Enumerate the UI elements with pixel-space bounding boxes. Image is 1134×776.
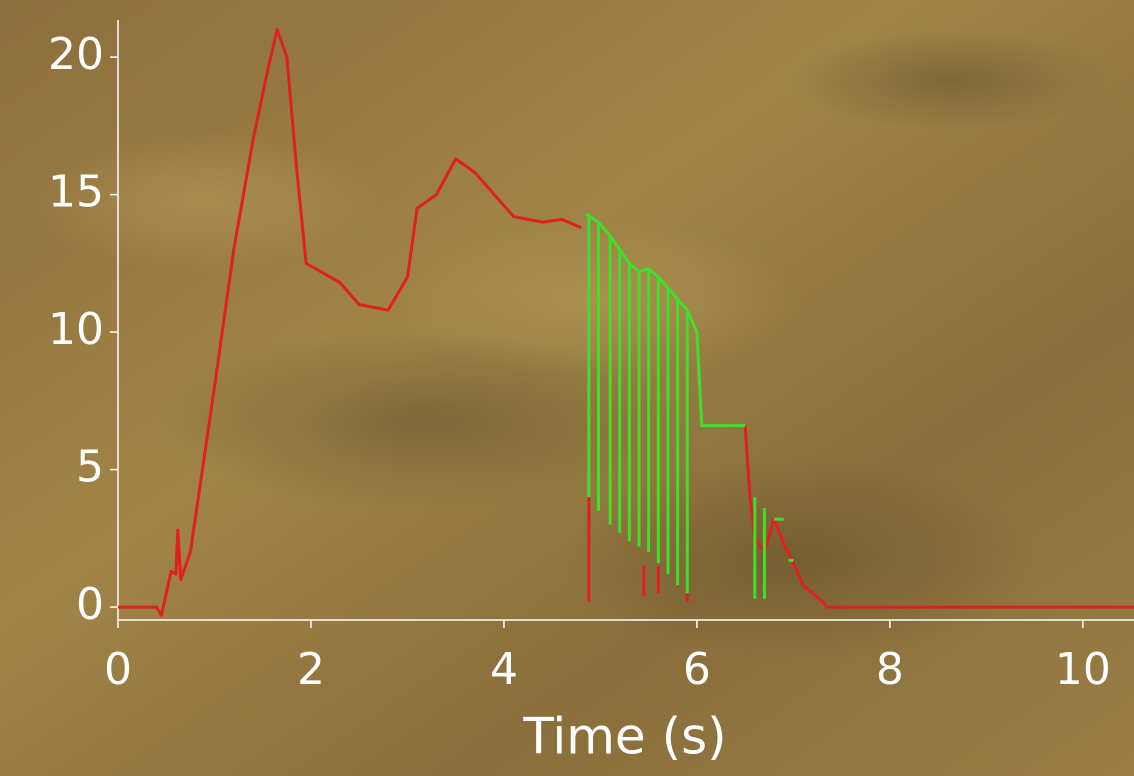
x-tick-label: 6 [683,644,711,695]
x-axis-label: Time (s) [522,708,726,766]
data-line [585,212,794,599]
texture [20,130,380,270]
x-tick-label: 8 [876,644,904,695]
texture [790,30,1110,130]
y-tick-label: 20 [48,29,104,80]
x-tick-label: 0 [104,644,132,695]
texture [560,460,1040,660]
x-tick-label: 4 [490,644,518,695]
data-line [118,28,1134,617]
x-tick-label: 10 [1055,644,1111,695]
y-tick-label: 10 [48,304,104,355]
x-tick-label: 2 [297,644,325,695]
y-tick-label: 5 [76,442,104,493]
y-tick-label: 15 [48,167,104,218]
y-tick-label: 0 [76,579,104,630]
